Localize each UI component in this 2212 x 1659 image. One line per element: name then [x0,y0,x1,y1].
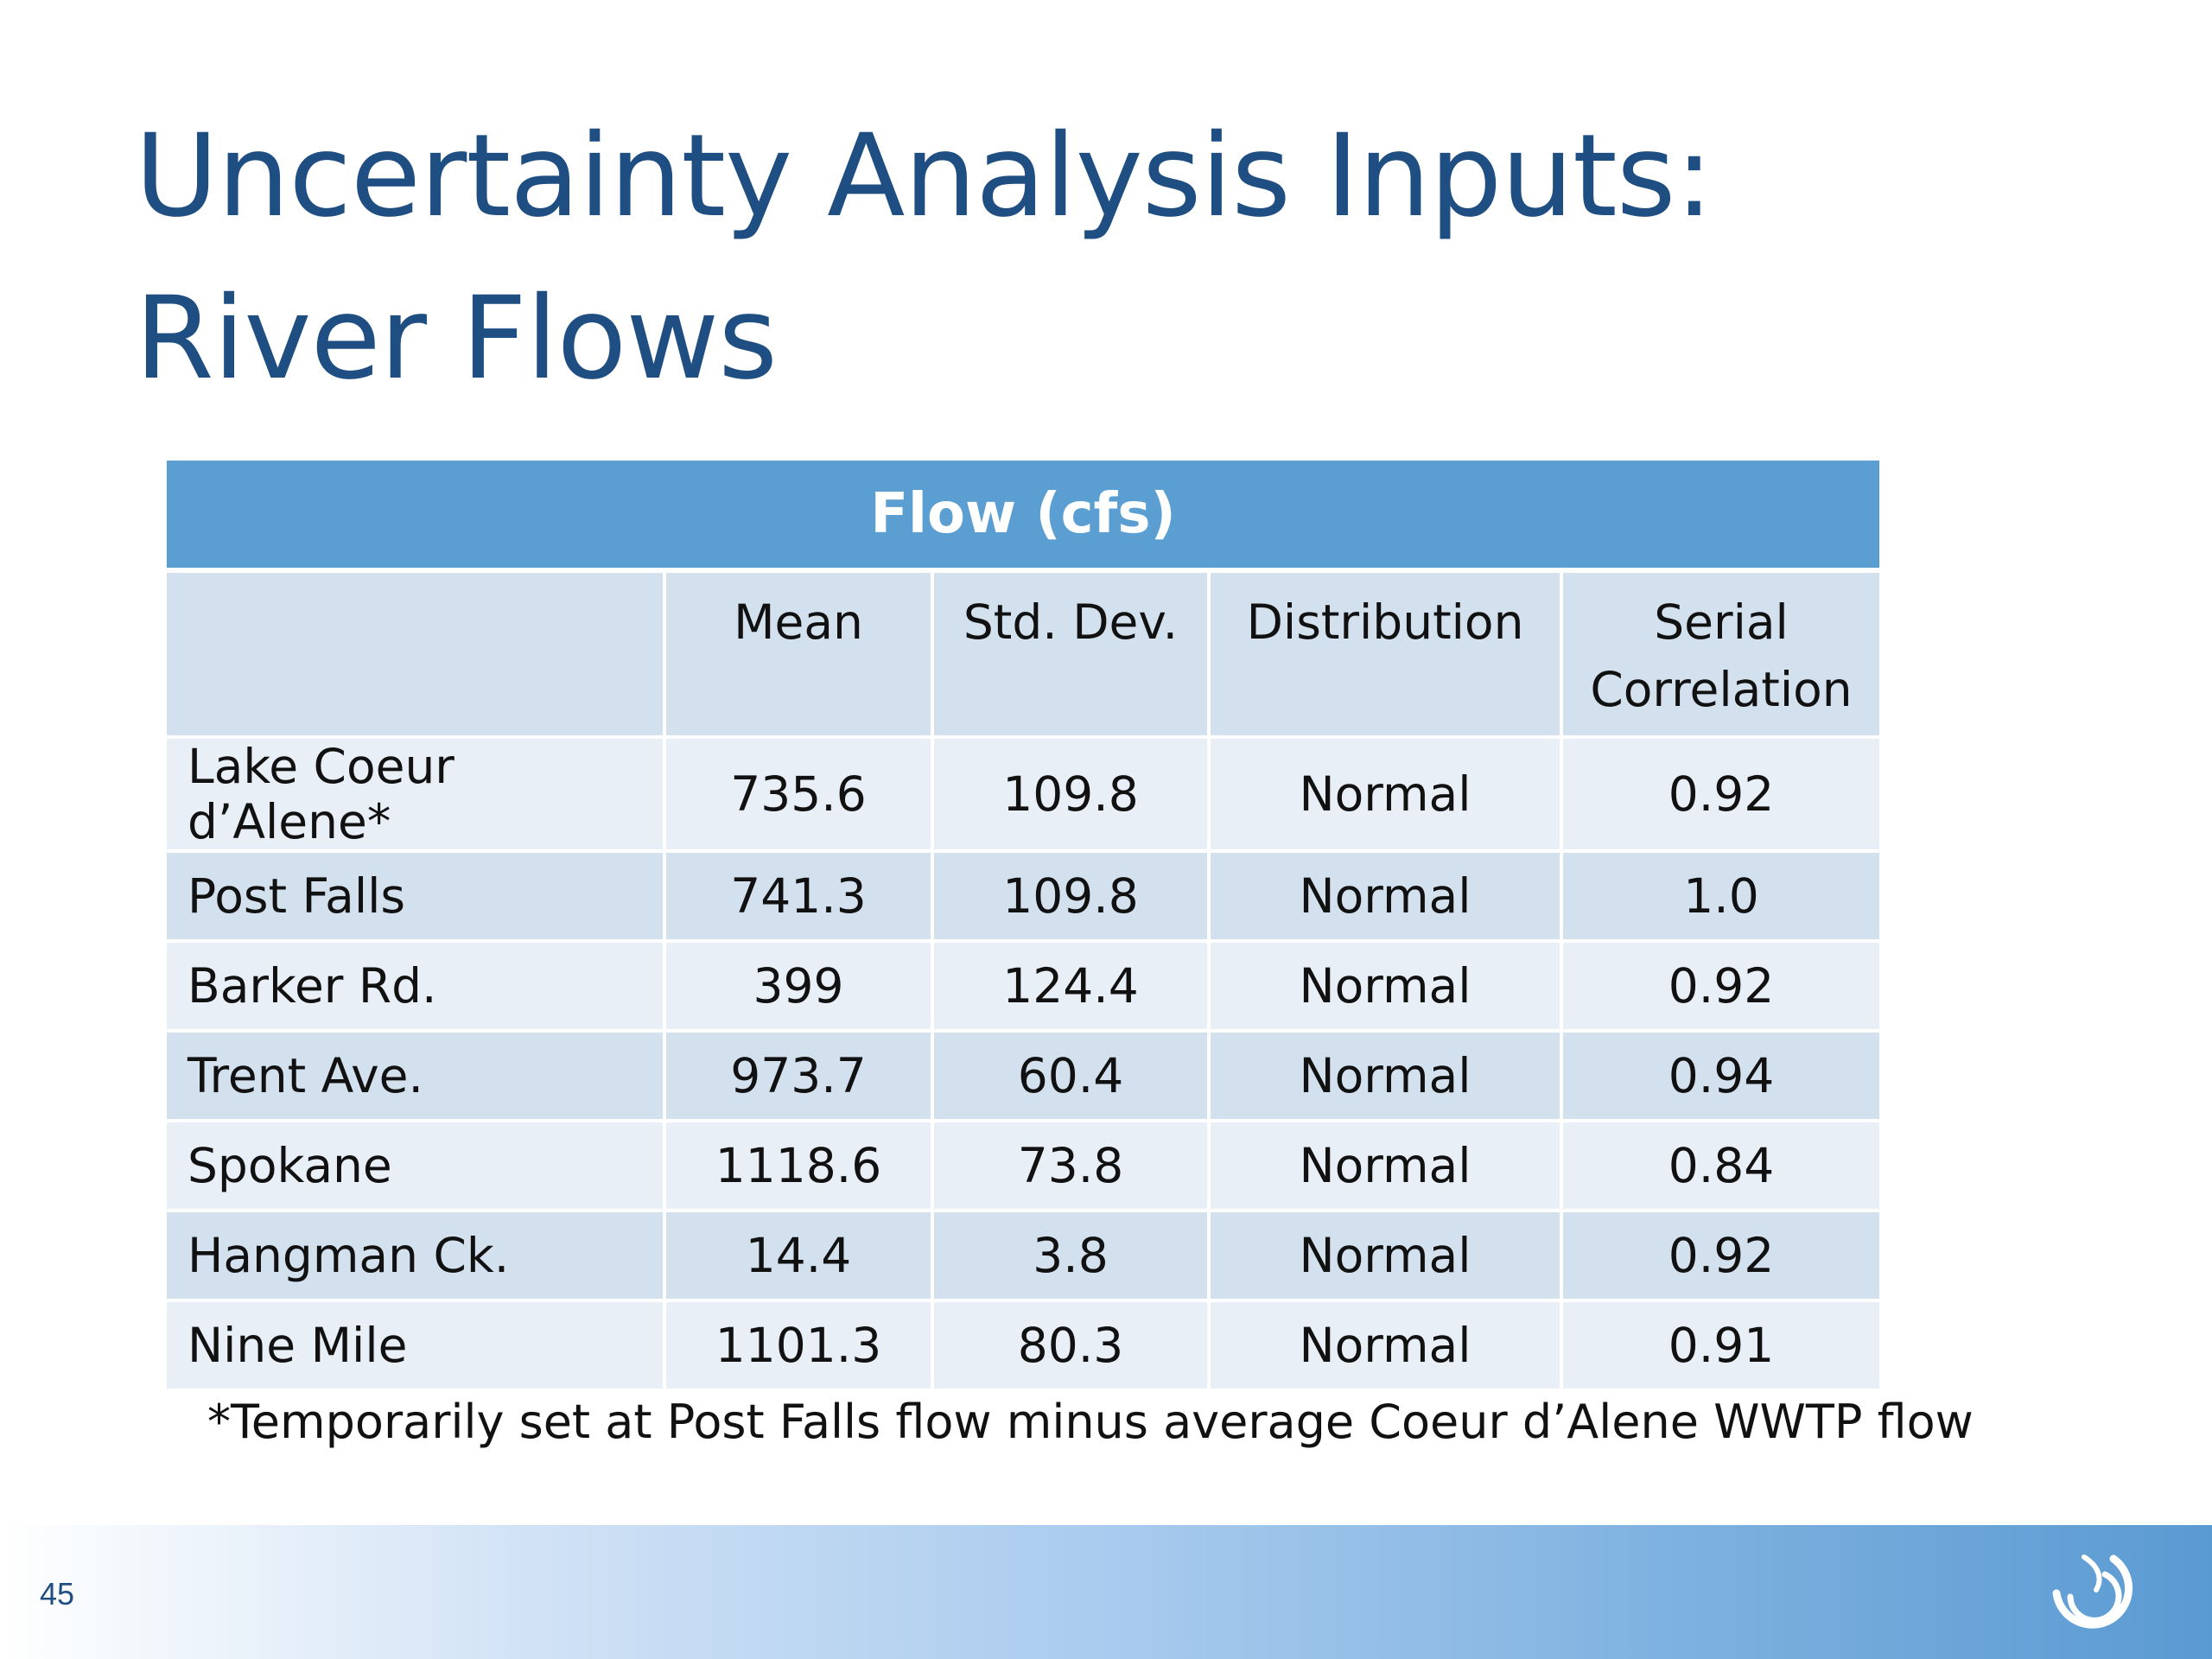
table-row: Lake Coeur d’Alene* 735.6 109.8 Normal 0… [167,739,1880,853]
distribution-cell: Normal [1211,1122,1563,1212]
std-dev-cell: 124.4 [934,943,1211,1033]
std-dev-cell: 73.8 [934,1122,1211,1212]
mean-cell: 741.3 [666,853,934,943]
distribution-cell: Normal [1211,1033,1563,1122]
column-header-mean: Mean [666,573,934,739]
mean-cell: 735.6 [666,739,934,853]
serial-correlation-cell: 0.94 [1563,1033,1880,1122]
table-row: Nine Mile 1101.3 80.3 Normal 0.91 [167,1302,1880,1392]
swirl-logo-icon [2041,1540,2145,1643]
serial-header-line-1: Serial [1654,594,1789,650]
column-header-serial-correlation: Serial Correlation [1563,573,1880,739]
std-dev-cell: 109.8 [934,739,1211,853]
serial-header-line-2: Correlation [1590,662,1853,717]
mean-cell: 1101.3 [666,1302,934,1392]
table-row: Hangman Ck. 14.4 3.8 Normal 0.92 [167,1212,1880,1302]
station-name-cell: Hangman Ck. [167,1212,666,1302]
mean-cell: 14.4 [666,1212,934,1302]
station-name-cell: Barker Rd. [167,943,666,1033]
distribution-cell: Normal [1211,943,1563,1033]
std-dev-cell: 109.8 [934,853,1211,943]
column-header-distribution: Distribution [1211,573,1563,739]
mean-cell: 973.7 [666,1033,934,1122]
serial-correlation-cell: 1.0 [1563,853,1880,943]
mean-cell: 399 [666,943,934,1033]
slide-title-line-2: River Flows [135,272,778,405]
serial-correlation-cell: 0.84 [1563,1122,1880,1212]
table-row: Spokane 1118.6 73.8 Normal 0.84 [167,1122,1880,1212]
station-name-cell: Post Falls [167,853,666,943]
flow-group-header: Flow (cfs) [167,461,1880,573]
std-dev-cell: 3.8 [934,1212,1211,1302]
column-header-std-dev: Std. Dev. [934,573,1211,739]
flow-table: Flow (cfs) Mean Std. Dev. Distribution S… [167,461,1880,1392]
serial-correlation-cell: 0.92 [1563,943,1880,1033]
table-row: Barker Rd. 399 124.4 Normal 0.92 [167,943,1880,1033]
mean-cell: 1118.6 [666,1122,934,1212]
serial-correlation-cell: 0.92 [1563,739,1880,853]
page-number: 45 [40,1576,75,1611]
std-dev-cell: 80.3 [934,1302,1211,1392]
distribution-cell: Normal [1211,739,1563,853]
slide-title: Uncertainty Analysis Inputs: River Flows [135,95,1713,420]
table-row: Trent Ave. 973.7 60.4 Normal 0.94 [167,1033,1880,1122]
footer-gradient-bar [0,1525,2212,1659]
station-name-cell: Nine Mile [167,1302,666,1392]
footnote: *Temporarily set at Post Falls flow minu… [207,1395,1974,1449]
serial-correlation-cell: 0.91 [1563,1302,1880,1392]
slide-title-line-1: Uncertainty Analysis Inputs: [135,110,1713,243]
std-dev-cell: 60.4 [934,1033,1211,1122]
station-name-cell: Lake Coeur d’Alene* [167,739,666,853]
distribution-cell: Normal [1211,853,1563,943]
distribution-cell: Normal [1211,1302,1563,1392]
table-row: Post Falls 741.3 109.8 Normal 1.0 [167,853,1880,943]
serial-correlation-cell: 0.92 [1563,1212,1880,1302]
station-name-cell: Trent Ave. [167,1033,666,1122]
distribution-cell: Normal [1211,1212,1563,1302]
station-name-cell: Spokane [167,1122,666,1212]
column-header-station [167,573,666,739]
